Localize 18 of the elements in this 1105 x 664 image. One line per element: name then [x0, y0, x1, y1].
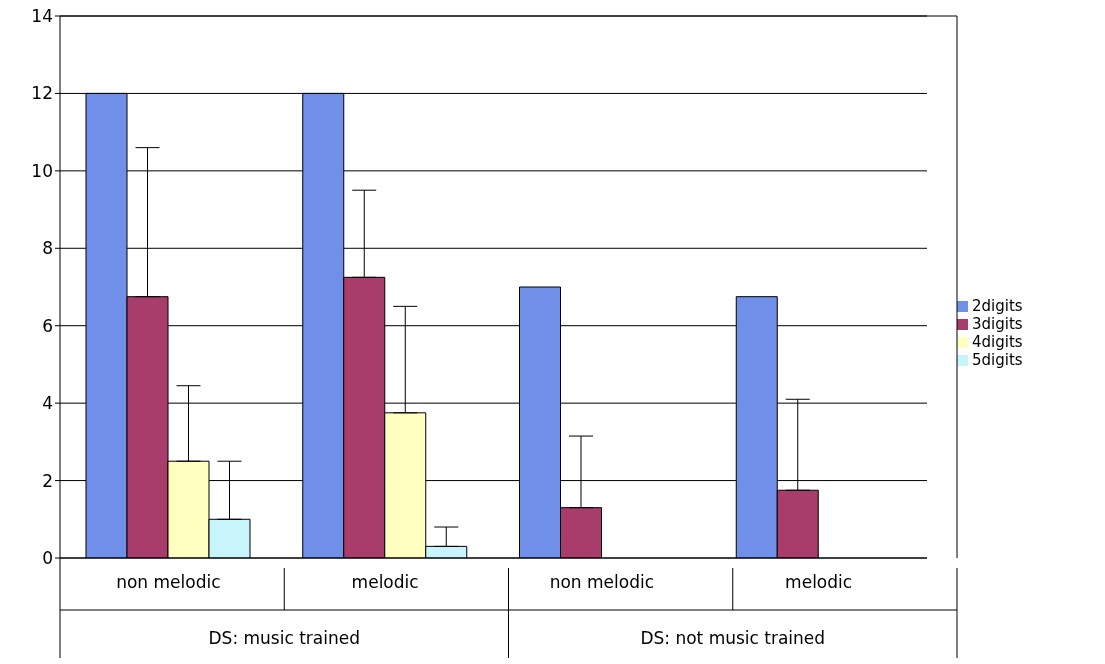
legend-label: 3digits	[972, 315, 1023, 333]
y-tick-label: 4	[42, 393, 53, 414]
y-tick-label: 8	[42, 238, 53, 259]
x-tick-label: non melodic	[549, 572, 655, 592]
y-tick-label: 0	[42, 548, 53, 569]
x-tick-label: melodic	[785, 572, 853, 592]
x-tick-label: non melodic	[116, 572, 221, 592]
y-tick-label: 14	[31, 6, 53, 27]
text: DS: music trained	[208, 628, 360, 648]
x-tick-label: melodic	[351, 572, 419, 592]
y-tick-label: 12	[31, 83, 53, 104]
legend-label: 5digits	[972, 351, 1023, 369]
legend-label: 2digits	[972, 297, 1023, 315]
y-tick-label: 10	[31, 160, 53, 181]
y-tick-label: 6	[42, 315, 53, 336]
legend-label: 4digits	[972, 333, 1023, 351]
y-tick-label: 2	[42, 470, 53, 491]
text: DS: not music trained	[640, 628, 826, 648]
